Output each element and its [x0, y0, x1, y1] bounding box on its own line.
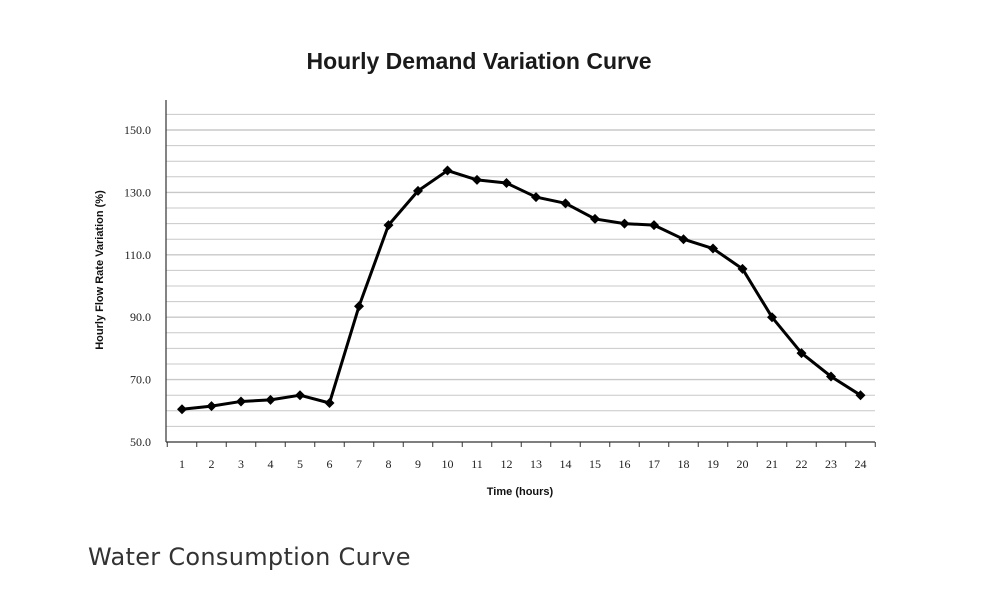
data-point — [354, 301, 364, 312]
data-point — [796, 348, 807, 359]
series — [177, 165, 866, 415]
y-tick-label: 150.0 — [124, 123, 151, 137]
data-point — [236, 396, 246, 407]
x-tick-label: 1 — [179, 457, 185, 471]
y-tick-labels: 50.0 70.0 90.0 110.0 130.0 150.0 — [124, 123, 151, 449]
data-point — [826, 371, 836, 382]
x-tick-label: 18 — [678, 457, 690, 471]
x-tick-label: 3 — [238, 457, 244, 471]
x-tick-label: 8 — [386, 457, 392, 471]
x-tick-label: 16 — [619, 457, 631, 471]
y-tick-label: 110.0 — [124, 248, 151, 262]
x-tick-label: 4 — [268, 457, 274, 471]
data-point — [560, 198, 571, 209]
data-point — [531, 192, 541, 203]
x-tick-label: 11 — [471, 457, 483, 471]
x-axis-title: Time (hours) — [487, 486, 554, 498]
data-point — [501, 178, 512, 189]
data-point — [177, 404, 187, 415]
x-tick-label: 13 — [530, 457, 542, 471]
data-point — [295, 390, 305, 401]
data-point — [590, 213, 600, 224]
x-tick-label: 23 — [825, 457, 837, 471]
data-point — [472, 174, 482, 185]
x-tick-label: 15 — [589, 457, 601, 471]
y-tick-label: 90.0 — [130, 310, 151, 324]
series-line — [181, 169, 862, 411]
data-point — [767, 312, 777, 323]
axes — [165, 100, 876, 447]
data-point — [737, 263, 748, 274]
data-point — [855, 390, 866, 401]
x-tick-label: 21 — [766, 457, 778, 471]
y-tick-label: 70.0 — [130, 373, 151, 387]
chart-figure: Hourly Demand Variation Curve 50.0 70.0 90… — [94, 48, 876, 498]
x-tick-label: 5 — [297, 457, 303, 471]
chart-title: Hourly Demand Variation Curve — [306, 48, 651, 74]
data-point — [324, 398, 335, 408]
data-point — [383, 220, 394, 231]
y-tick-label: 130.0 — [124, 185, 151, 199]
x-tick-label: 19 — [707, 457, 719, 471]
x-tick-label: 6 — [327, 457, 333, 471]
y-axis-title: Hourly Flow Rate Variation (%) — [94, 190, 106, 350]
x-tick-label: 12 — [501, 457, 513, 471]
data-point — [442, 165, 453, 176]
data-point — [413, 185, 423, 196]
x-tick-label: 17 — [648, 457, 660, 471]
x-tick-label: 24 — [855, 457, 867, 471]
grid — [166, 113, 875, 427]
x-tick-label: 10 — [442, 457, 454, 471]
data-point — [708, 243, 718, 254]
data-point — [619, 218, 630, 229]
x-tick-label: 2 — [209, 457, 215, 471]
x-tick-label: 20 — [737, 457, 749, 471]
data-point — [649, 220, 659, 231]
data-point — [206, 401, 217, 412]
data-point — [265, 394, 276, 405]
x-tick-label: 22 — [796, 457, 808, 471]
line-chart: Hourly Demand Variation Curve 50.0 70.0 90… — [94, 48, 876, 498]
x-tick-label: 9 — [415, 457, 421, 471]
x-tick-label: 7 — [356, 457, 362, 471]
x-tick-label: 14 — [560, 457, 572, 471]
y-tick-label: 50.0 — [130, 435, 151, 449]
figure-caption: Water Consumption Curve — [88, 543, 411, 571]
x-tick-labels: 1 2 3 4 5 6 7 8 9 10 11 12 13 14 15 16 17 18 19 20 21 22 23 24 — [179, 457, 867, 471]
data-point — [678, 234, 689, 245]
